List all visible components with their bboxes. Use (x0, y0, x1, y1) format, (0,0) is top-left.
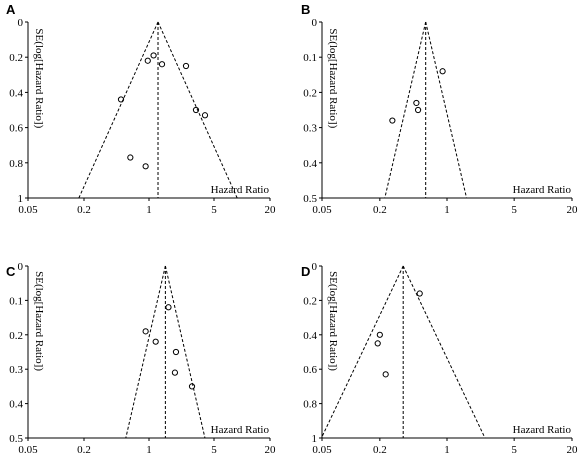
panel-a-study-point (192, 106, 200, 114)
panel-d-study-point (376, 331, 383, 338)
panel-a-y-tick-label: 0.8 (9, 158, 23, 170)
panel-c-study-point (152, 338, 159, 345)
panel-b-y-axis-title: SE(log[Hazard Ratio]) (327, 28, 339, 128)
panel-a-label: A (6, 2, 16, 17)
panel-d-x-tick-label: 1 (444, 444, 450, 454)
panel-d-x-axis-title: Hazard Ratio (513, 424, 572, 436)
panel-a-y-tick-label: 0.2 (9, 52, 23, 64)
panel-d-x-tick-label: 0.05 (312, 444, 332, 454)
panel-a-study-point (117, 96, 125, 103)
panel-a-study-point (158, 61, 166, 68)
panel-a-y-axis-title: SE(log[Hazard Ratio]) (33, 28, 45, 128)
panel-b-funnel-left-limit (384, 21, 427, 199)
panel-b-study-point (389, 117, 396, 124)
panel-a-funnel-left-limit (78, 21, 159, 199)
panel-a-y-tick-label: 1 (18, 193, 24, 205)
panel-d-y-tick-label: 0.2 (303, 295, 317, 307)
panel-a-x-tick-label: 0.2 (77, 204, 91, 216)
panel-c-x-tick-label: 5 (211, 444, 217, 454)
panel-d-study-point (374, 340, 381, 347)
panel-a-funnel-right-limit (157, 21, 238, 199)
panel-c-x-tick-label: 0.2 (77, 444, 91, 454)
panel-d-x-tick-label: 5 (511, 444, 517, 454)
panel-c-study-point (188, 383, 196, 390)
panel-c-y-tick-label: 0.2 (9, 330, 23, 342)
panel-b-y-tick-label: 0 (312, 17, 318, 29)
panel-c-funnel-right-limit (164, 265, 206, 439)
panel-b-x-tick-label: 1 (444, 204, 450, 216)
panel-a-x-tick-label: 0.05 (18, 204, 38, 216)
panel-c-label: C (6, 264, 16, 279)
panel-a-y-tick-label: 0.4 (9, 87, 23, 99)
panel-d-y-tick-label: 0.4 (303, 330, 317, 342)
panel-a-study-point (144, 57, 151, 64)
panel-c-study-point (171, 369, 179, 376)
panel-b: B0 0.1 0.2 0.3 0.4 0.50.05 0.2 1 5 20 Hazard Ratio… (301, 2, 578, 216)
panel-a-x-axis-title: Hazard Ratio (211, 184, 270, 196)
panel-b-x-tick-label: 20 (567, 204, 579, 216)
panel-a-study-point (182, 62, 190, 70)
panel-a-y-tick-label: 0.6 (9, 123, 23, 135)
panel-d-study-point (382, 371, 389, 378)
panel-c-x-axis-title: Hazard Ratio (211, 424, 270, 436)
panel-b-x-tick-label: 5 (511, 204, 517, 216)
panel-a-x-tick-label: 5 (211, 204, 217, 216)
panel-c-study-point (142, 328, 149, 335)
panel-d-funnel-left-limit (320, 265, 404, 439)
panel-c-funnel-left-limit (125, 265, 166, 439)
panel-b-label: B (301, 2, 310, 17)
panel-a-x-tick-label: 1 (146, 204, 152, 216)
panel-a-study-point (142, 163, 149, 170)
panel-a-x-tick-label: 20 (265, 204, 277, 216)
panel-b-x-tick-label: 0.2 (373, 204, 387, 216)
panel-c-x-tick-label: 1 (146, 444, 152, 454)
panel-c-x-tick-label: 20 (265, 444, 277, 454)
panel-c-y-tick-label: 0.3 (9, 364, 23, 376)
panel-d-y-tick-label: 1 (312, 433, 318, 445)
panel-b-funnel-right-limit (425, 21, 468, 199)
panel-b-y-tick-label: 0.4 (303, 158, 317, 170)
panel-d-y-tick-label: 0.8 (303, 399, 317, 411)
panel-b-x-tick-label: 0.05 (312, 204, 332, 216)
panel-d-x-tick-label: 0.2 (373, 444, 387, 454)
panel-b-study-point (439, 68, 446, 75)
panel-c: C 0 0.1 0.2 0.3 0.4 0.50.05 0.2 1 5 20 Hazard Ratio… (6, 261, 276, 454)
panel-c-study-point (172, 348, 180, 356)
panel-c-y-tick-label: 0.1 (9, 295, 23, 307)
panel-b-x-axis-title: Hazard Ratio (513, 184, 572, 196)
panel-a-study-point (201, 112, 209, 119)
panel-a-study-point (127, 154, 134, 161)
panel-d-label: D (301, 264, 310, 279)
panel-c-y-axis-title: SE(log[Hazard Ratio]) (33, 271, 45, 371)
panel-b-y-tick-label: 0.2 (303, 87, 317, 99)
panel-c-y-tick-label: 0 (18, 261, 24, 273)
panel-c-study-point (165, 304, 172, 311)
panel-d-x-tick-label: 20 (567, 444, 579, 454)
panel-b-study-point (413, 99, 420, 107)
panel-d-y-tick-label: 0.6 (303, 364, 317, 376)
panel-d-study-point (416, 290, 423, 297)
panel-b-y-tick-label: 0.1 (303, 52, 317, 64)
panel-d-y-tick-label: 0 (312, 261, 318, 273)
panel-a-study-point (150, 52, 157, 59)
panel-d-funnel-right-limit (402, 265, 486, 439)
panel-a-y-tick-label: 0 (18, 17, 24, 29)
panel-d-y-axis-title: SE(log[Hazard Ratio]) (327, 271, 339, 371)
panel-c-x-tick-label: 0.05 (18, 444, 38, 454)
panel-b-y-tick-label: 0.3 (303, 123, 317, 135)
panel-c-y-tick-label: 0.5 (9, 433, 23, 445)
panel-b-study-point (414, 106, 422, 114)
panel-b-y-tick-label: 0.5 (303, 193, 317, 205)
panel-c-y-tick-label: 0.4 (9, 399, 23, 411)
